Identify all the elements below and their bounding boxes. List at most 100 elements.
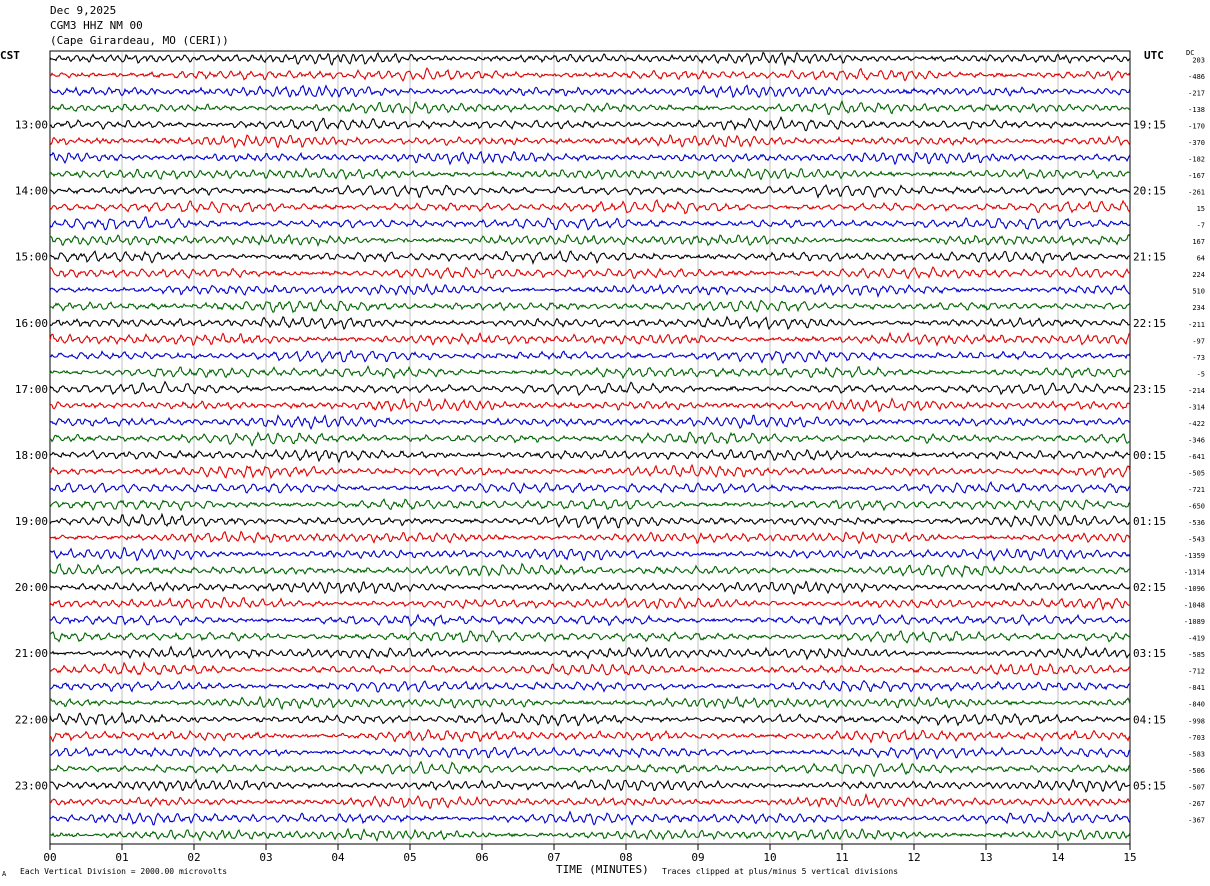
right-hour-label: 19:15 xyxy=(1133,119,1166,132)
dc-offset-label: -217 xyxy=(1188,89,1205,97)
dc-offset-label: -422 xyxy=(1188,420,1205,428)
dc-offset-label: 510 xyxy=(1192,288,1205,296)
header-station: CGM3 HHZ NM 00 xyxy=(50,19,143,32)
dc-offset-label: -261 xyxy=(1188,189,1205,197)
x-tick-label: 04 xyxy=(331,851,345,864)
x-tick-label: 15 xyxy=(1123,851,1136,864)
seismic-trace xyxy=(49,397,1131,413)
left-hour-label: 17:00 xyxy=(15,383,48,396)
dc-offset-label: -1089 xyxy=(1184,618,1205,626)
dc-offset-label: -712 xyxy=(1188,668,1205,676)
dc-offset-label: -170 xyxy=(1188,123,1205,131)
header-date: Dec 9,2025 xyxy=(50,4,117,17)
dc-offset-label: 234 xyxy=(1192,304,1205,312)
right-hour-label: 02:15 xyxy=(1133,581,1166,594)
right-timezone-label: UTC xyxy=(1144,49,1164,62)
x-tick-label: 02 xyxy=(187,851,200,864)
seismic-trace xyxy=(49,115,1131,132)
dc-offset-label: -211 xyxy=(1188,321,1205,329)
dc-offset-label: -314 xyxy=(1188,403,1205,411)
left-hour-label: 19:00 xyxy=(15,515,48,528)
seismic-trace xyxy=(49,298,1131,314)
seismic-trace xyxy=(49,760,1131,778)
x-tick-label: 09 xyxy=(691,851,704,864)
corner-mark: A xyxy=(2,870,7,878)
dc-offset-label: -182 xyxy=(1188,156,1205,164)
dc-offset-label: 15 xyxy=(1197,205,1205,213)
x-tick-label: 05 xyxy=(403,851,416,864)
dc-offset-label: 64 xyxy=(1197,255,1205,263)
seismic-trace xyxy=(49,167,1131,181)
dc-offset-label: -841 xyxy=(1188,684,1205,692)
dc-offset-label: -370 xyxy=(1188,139,1205,147)
seismic-trace xyxy=(49,216,1131,231)
seismic-trace xyxy=(49,480,1131,495)
dc-offset-label: -367 xyxy=(1188,816,1205,824)
x-tick-label: 12 xyxy=(907,851,920,864)
dc-offset-label: -167 xyxy=(1188,172,1205,180)
seismic-trace xyxy=(49,67,1131,82)
seismic-trace xyxy=(49,414,1131,430)
seismic-trace xyxy=(49,711,1131,727)
x-tick-label: 03 xyxy=(259,851,272,864)
seismic-trace xyxy=(49,51,1131,67)
x-tick-label: 07 xyxy=(547,851,560,864)
right-hour-label: 01:15 xyxy=(1133,515,1166,528)
seismic-trace xyxy=(49,695,1131,711)
seismic-trace xyxy=(49,364,1131,380)
header-location: (Cape Girardeau, MO (CERI)) xyxy=(50,34,229,47)
seismic-trace xyxy=(49,315,1131,331)
seismic-trace xyxy=(49,233,1131,247)
dc-offset-label: -507 xyxy=(1188,783,1205,791)
dc-offset-label: -486 xyxy=(1188,73,1205,81)
seismic-trace xyxy=(49,282,1130,299)
x-tick-label: 14 xyxy=(1051,851,1065,864)
x-tick-label: 13 xyxy=(979,851,992,864)
seismic-trace xyxy=(49,463,1131,480)
dc-offset-label: -536 xyxy=(1188,519,1205,527)
dc-offset-label: -840 xyxy=(1188,701,1205,709)
seismic-trace xyxy=(49,266,1131,280)
clip-note: Traces clipped at plus/minus 5 vertical … xyxy=(662,867,899,876)
seismic-trace xyxy=(49,679,1131,693)
x-axis-title: TIME (MINUTES) xyxy=(556,863,649,876)
seismic-trace xyxy=(49,134,1131,149)
seismic-trace xyxy=(49,562,1131,579)
dc-offset-label: -583 xyxy=(1188,750,1205,758)
x-tick-label: 01 xyxy=(115,851,128,864)
seismic-trace xyxy=(49,746,1131,761)
dc-offset-label: -419 xyxy=(1188,635,1205,643)
right-hour-label: 05:15 xyxy=(1133,779,1166,792)
right-hour-label: 21:15 xyxy=(1133,251,1166,264)
dc-offset-label: -505 xyxy=(1188,469,1205,477)
seismic-trace xyxy=(49,84,1131,99)
seismic-trace xyxy=(49,530,1131,545)
seismic-trace xyxy=(49,827,1131,843)
dc-offset-label: -998 xyxy=(1188,717,1205,725)
x-tick-label: 00 xyxy=(43,851,56,864)
dc-offset-label: -1096 xyxy=(1184,585,1205,593)
left-hour-label: 15:00 xyxy=(15,251,48,264)
dc-offset-label: -214 xyxy=(1188,387,1205,395)
right-hour-label: 03:15 xyxy=(1133,647,1166,660)
dc-offset-label: 224 xyxy=(1192,271,1205,279)
dc-offset-label: -5 xyxy=(1197,370,1205,378)
x-tick-label: 06 xyxy=(475,851,488,864)
seismic-trace xyxy=(49,613,1130,627)
dc-offset-label: -585 xyxy=(1188,651,1205,659)
right-hour-label: 00:15 xyxy=(1133,449,1166,462)
seismic-trace xyxy=(49,249,1131,266)
seismic-trace xyxy=(49,645,1131,661)
seismic-trace xyxy=(50,778,1131,793)
right-hour-label: 23:15 xyxy=(1133,383,1166,396)
dc-offset-label: -73 xyxy=(1192,354,1205,362)
dc-offset-label: 203 xyxy=(1192,56,1205,64)
seismic-trace xyxy=(49,497,1131,512)
dc-offset-label: -506 xyxy=(1188,767,1205,775)
x-tick-label: 10 xyxy=(763,851,776,864)
dc-offset-label: -1314 xyxy=(1184,569,1205,577)
seismic-trace xyxy=(49,810,1131,826)
dc-offset-label: -543 xyxy=(1188,536,1205,544)
left-hour-label: 22:00 xyxy=(15,713,48,726)
